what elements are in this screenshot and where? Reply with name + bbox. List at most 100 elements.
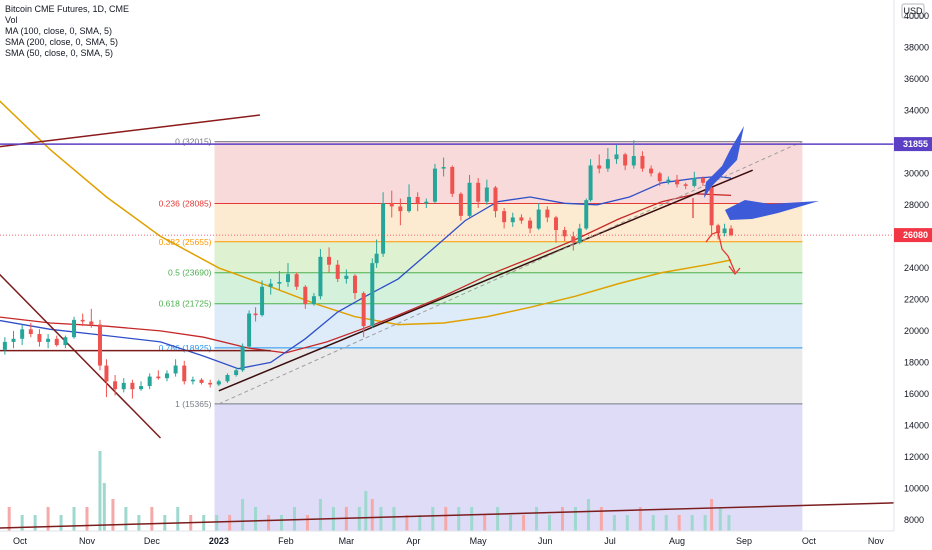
- currency-label: USD: [903, 6, 923, 16]
- y-tick-label: 16000: [904, 389, 929, 399]
- candle-body: [147, 376, 152, 387]
- candle-body: [605, 159, 610, 169]
- candle-body: [722, 228, 727, 234]
- candle-body: [11, 338, 16, 342]
- candle-body: [303, 286, 308, 305]
- candle-body: [536, 209, 541, 229]
- volume-bar: [72, 507, 76, 531]
- fib-level-label: 0.236 (28085): [159, 198, 212, 208]
- volume-bar: [33, 515, 37, 531]
- candle-body: [286, 274, 290, 283]
- candle-body: [519, 217, 524, 221]
- volume-bar: [496, 507, 500, 531]
- candle-body: [139, 386, 144, 390]
- volume-bar: [305, 515, 309, 531]
- fib-retracement: 0 (32015) 0.236 (28085) 0.382 (25655) 0.5 (…: [159, 137, 803, 531]
- volume-bar: [599, 507, 603, 531]
- candle-body: [571, 236, 576, 243]
- legend-volume[interactable]: Vol: [5, 15, 18, 25]
- candle-body: [675, 179, 680, 185]
- fib-zone: [214, 347, 803, 404]
- candle-body: [164, 373, 169, 379]
- legend-ma100[interactable]: MA (100, close, 0, SMA, 5): [5, 26, 113, 36]
- volume-bar: [215, 515, 219, 531]
- candle-body: [584, 200, 589, 229]
- y-tick-label: 30000: [904, 168, 929, 178]
- volume-bar: [703, 515, 707, 531]
- candle-body: [683, 184, 688, 186]
- candle-body: [130, 382, 135, 390]
- price-tag: [894, 137, 932, 152]
- candle-body: [199, 379, 204, 383]
- fib-zone: [214, 241, 803, 273]
- candle-body: [502, 211, 507, 223]
- candle-body: [415, 196, 420, 204]
- candle-body: [97, 324, 102, 366]
- candle-body: [709, 187, 714, 226]
- y-tick-label: 14000: [904, 420, 929, 430]
- forecast-path: [705, 231, 736, 273]
- fib-level-label: 0.786 (18925): [159, 343, 212, 353]
- candle-body: [89, 321, 94, 325]
- candle-body: [441, 167, 446, 169]
- candle-body: [493, 187, 498, 212]
- x-tick-label: Apr: [406, 536, 420, 546]
- fib-zone: [214, 203, 803, 242]
- candle-body: [729, 228, 734, 236]
- candle-body: [700, 178, 705, 183]
- volume-bar: [379, 507, 383, 531]
- legend-sma200[interactable]: SMA (200, close, 0, SMA, 5): [5, 37, 119, 47]
- candle-body: [666, 179, 671, 182]
- long-bottom-trendline: [0, 501, 927, 529]
- candle-body: [353, 275, 357, 294]
- annotations: [692, 126, 819, 276]
- x-tick-label: Mar: [339, 536, 355, 546]
- y-tick-label: 10000: [904, 483, 929, 493]
- candle-body: [631, 155, 636, 166]
- candle-body: [240, 346, 245, 371]
- volume-bar: [370, 499, 374, 531]
- projection-dashed: [218, 141, 803, 405]
- candle-body: [113, 381, 118, 390]
- price-axis-bg: [894, 0, 932, 550]
- volume-bar: [664, 515, 668, 531]
- support-trendline: [218, 169, 753, 392]
- legend-sma50[interactable]: SMA (50, close, 0, SMA, 5): [5, 48, 114, 58]
- volume-bar: [357, 507, 361, 531]
- candle-body: [190, 379, 195, 382]
- fib-zone: [214, 141, 803, 204]
- volume-bar: [727, 515, 731, 531]
- candle-body: [649, 168, 654, 174]
- fib-level-label: 1 (15365): [175, 399, 212, 409]
- volume-bar: [267, 515, 271, 531]
- y-tick-label: 28000: [904, 200, 929, 210]
- volume-bar: [280, 515, 284, 531]
- fib-zone: [214, 303, 803, 348]
- candle-body: [692, 178, 697, 186]
- chart-title[interactable]: Bitcoin CME Futures, 1D, CME: [5, 4, 130, 14]
- candle-body: [577, 228, 582, 243]
- volume-bar: [535, 507, 539, 531]
- volume-bar: [560, 507, 564, 531]
- volume-bar: [111, 499, 115, 531]
- currency-box: [901, 3, 925, 19]
- volume-bar: [431, 507, 435, 531]
- candle-body: [335, 264, 340, 279]
- volume-bar: [612, 515, 616, 531]
- y-tick-label: 8000: [904, 515, 924, 525]
- volume-bar: [85, 507, 89, 531]
- volume-bar: [444, 507, 448, 531]
- candle-body: [381, 203, 386, 254]
- volume-bar: [46, 507, 50, 531]
- volume-bar: [20, 515, 24, 531]
- candle-body: [623, 154, 628, 166]
- candle-body: [361, 293, 366, 327]
- volume-bar: [228, 515, 232, 531]
- volume-bar: [470, 507, 474, 531]
- x-tick-label: Feb: [278, 536, 294, 546]
- candle-body: [450, 167, 455, 194]
- candle-body: [657, 173, 662, 182]
- candle-body: [484, 187, 489, 202]
